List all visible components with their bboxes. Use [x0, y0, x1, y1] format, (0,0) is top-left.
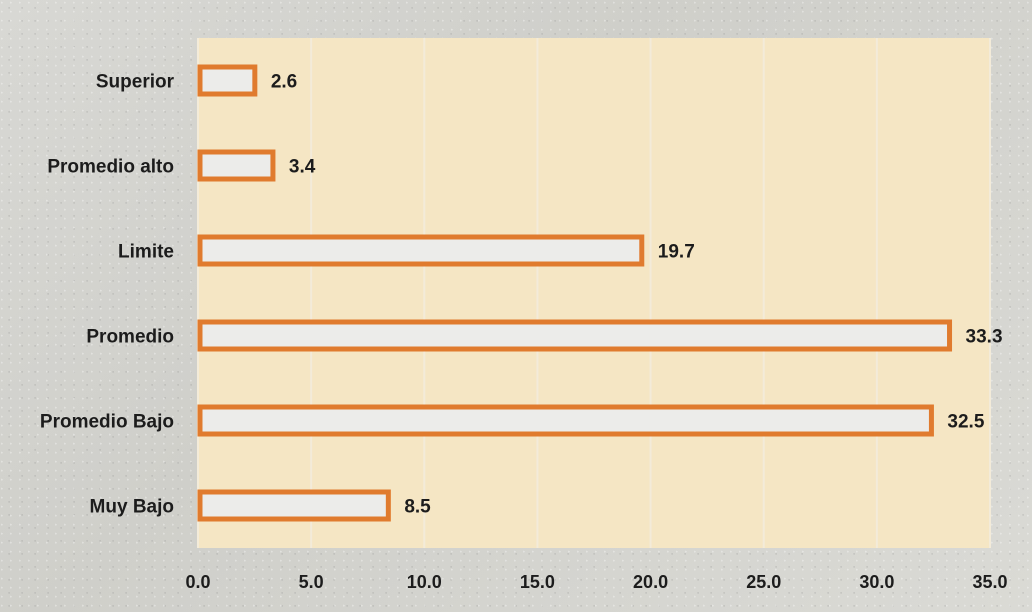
data-label: 2.6 — [271, 72, 297, 93]
bars — [197, 64, 953, 522]
x-tick-label: 0.0 — [185, 572, 210, 592]
data-label: 8.5 — [404, 497, 431, 518]
data-label: 3.4 — [289, 157, 316, 178]
value-labels: 2.6 3.4 19.7 33.3 32.5 8.5 — [271, 72, 1003, 518]
plot-area — [198, 38, 990, 548]
category-label: Superior — [96, 72, 175, 93]
bar — [197, 149, 276, 182]
x-tick-label: 20.0 — [633, 572, 668, 592]
bar — [197, 404, 934, 437]
category-labels: Superior Promedio alto Limite Promedio Prome… — [40, 72, 175, 518]
x-tick-label: 25.0 — [746, 572, 781, 592]
x-tick-label: 10.0 — [407, 572, 442, 592]
x-tick-label: 5.0 — [299, 572, 324, 592]
data-label: 32.5 — [947, 412, 984, 433]
bar — [197, 234, 645, 267]
x-tick-label: 15.0 — [520, 572, 555, 592]
category-label: Promedio alto — [47, 157, 174, 178]
category-label: Promedio Bajo — [40, 412, 174, 433]
x-tick-label: 30.0 — [859, 572, 894, 592]
category-label: Limite — [118, 242, 174, 263]
data-label: 33.3 — [966, 327, 1003, 348]
data-label: 19.7 — [658, 242, 695, 263]
category-label: Muy Bajo — [90, 497, 174, 518]
x-tick-label: 35.0 — [972, 572, 1007, 592]
bar — [197, 489, 391, 522]
category-label: Promedio — [86, 327, 174, 348]
grid-lines — [197, 38, 991, 548]
x-axis-tick-labels: 0.0 5.0 10.0 15.0 20.0 25.0 30.0 35.0 — [185, 572, 1007, 592]
bar — [197, 64, 258, 97]
bar — [197, 319, 953, 352]
